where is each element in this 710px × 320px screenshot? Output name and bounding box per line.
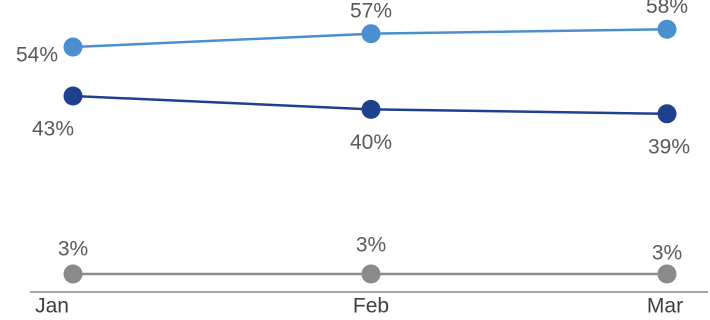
- series-1-point-0: [63, 86, 83, 106]
- x-tick-label-mar: Mar: [647, 295, 683, 318]
- series-1: 43% 40% 39%: [32, 86, 690, 158]
- x-axis-labels: Jan Feb Mar: [35, 295, 683, 318]
- series-0-data-label-0: 54%: [16, 44, 58, 67]
- series-0-data-label-1: 57%: [350, 0, 392, 22]
- series-layer: 54% 57% 58% 43% 40% 39% 3% 3% 3%: [16, 0, 690, 284]
- series-2-data-label-1: 3%: [356, 234, 386, 257]
- series-2-data-label-0: 3%: [58, 238, 88, 261]
- series-0-point-0: [63, 37, 83, 57]
- series-2-point-2: [657, 264, 677, 284]
- series-2-data-label-2: 3%: [652, 242, 682, 265]
- series-2-point-0: [63, 264, 83, 284]
- series-1-data-label-1: 40%: [350, 131, 392, 154]
- series-1-data-label-0: 43%: [32, 118, 74, 141]
- series-1-data-label-2: 39%: [648, 135, 690, 158]
- x-tick-label-feb: Feb: [353, 295, 389, 318]
- series-0: 54% 57% 58%: [16, 0, 688, 67]
- series-0-point-1: [361, 24, 381, 44]
- series-2: 3% 3% 3%: [58, 234, 682, 284]
- series-0-point-2: [657, 19, 677, 39]
- series-0-data-label-2: 58%: [646, 0, 688, 18]
- x-tick-label-jan: Jan: [35, 295, 69, 318]
- series-1-point-1: [361, 99, 381, 119]
- series-1-point-2: [657, 104, 677, 124]
- series-2-point-1: [361, 264, 381, 284]
